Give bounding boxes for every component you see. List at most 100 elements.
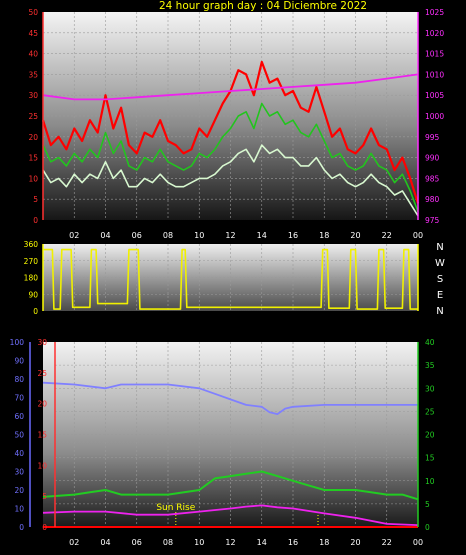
x-tick-label: 10 [194,231,204,240]
direction-tick-label: 90 [28,290,38,299]
temperature-right-tick-label: 30 [425,384,435,393]
temperature-right-tick-label: 15 [425,454,435,463]
pressure-tick-label: 1010 [425,70,444,79]
wind-left-ticks: 0 5 10 15 20 25 30 35 40 45 50 [28,8,38,225]
temperature-left-tick-label: 20 [37,400,47,409]
temperature-panel: 0 10 20 30 40 50 60 70 80 90 100 0 5 10 15 20 25 30 0 5 10… [10,338,435,547]
wind-tick-label: 0 [33,216,38,225]
humidity-ticks: 0 10 20 30 40 50 60 70 80 90 100 [10,338,25,532]
temperature-line [42,470,419,501]
pressure-tick-label: 1005 [425,91,444,100]
x-tick-label: 06 [132,538,142,547]
x-tick-label: 08 [163,231,173,240]
pressure-tick-label: 975 [425,216,440,225]
humidity-tick-label: 100 [10,338,25,347]
pressure-tick-label: 995 [425,133,440,142]
speed-line [42,144,419,217]
direction-tick-label: 360 [24,240,39,249]
temperature-left-tick-label: 30 [37,338,47,347]
humidity-tick-label: 40 [14,449,24,458]
humidity-line [42,381,418,416]
x-tick-label: 00 [413,538,423,547]
temperature-left-tick-label: 10 [37,461,47,470]
humidity-tick-label: 10 [14,505,24,514]
humidity-tick-label: 20 [14,486,24,495]
humidity-tick-label: 50 [14,431,24,440]
wind-tick-label: 50 [28,8,38,17]
wind-tick-label: 25 [28,112,38,121]
sunrise-label: Sun Rise [156,503,195,513]
pressure-tick-label: 985 [425,174,440,183]
x-tick-label: 20 [350,231,360,240]
x-tick-label: 02 [69,538,79,547]
wind-tick-label: 45 [28,29,38,38]
humidity-tick-label: 30 [14,468,24,477]
temperature-right-tick-label: 35 [425,361,435,370]
x-tick-label: 12 [225,231,235,240]
compass-label: N [436,306,443,317]
direction-tick-label: 0 [33,307,38,316]
temperature-right-tick-label: 5 [425,500,430,509]
pressure-tick-label: 1020 [425,29,444,38]
direction-series [43,248,418,310]
temperature-right-tick-label: 20 [425,431,435,440]
x-tick-label: 04 [100,538,110,547]
wind-x-ticks: 02 04 06 08 10 12 14 16 18 20 22 00 [69,231,423,240]
wind-right-ticks: 975 980 985 990 995 1000 1005 1010 1015 1020 1025 [425,8,444,225]
wind-tick-label: 20 [28,133,38,142]
x-tick-label: 08 [163,538,173,547]
humidity-tick-label: 90 [14,357,24,366]
compass-label: E [437,290,443,301]
temperature-right-tick-label: 25 [425,407,435,416]
direction-tick-label: 180 [24,274,39,283]
temperature-right-tick-label: 10 [425,477,435,486]
x-tick-label: 14 [257,538,267,547]
temperature-right-tick-label: 40 [425,338,435,347]
temperature-left-tick-label: 15 [37,431,47,440]
x-tick-label: 02 [69,231,79,240]
x-tick-label: 00 [413,231,423,240]
dew-point-line [42,504,419,526]
wind-grid [43,12,419,220]
x-tick-label: 14 [257,231,267,240]
x-tick-label: 12 [225,538,235,547]
x-tick-label: 18 [319,231,329,240]
compass-label: N [436,242,443,253]
temperature-right-ticks: 0 5 10 15 20 25 30 35 40 [425,338,435,532]
pressure-tick-label: 980 [425,195,440,204]
humidity-tick-label: 60 [14,412,24,421]
temperature-left-tick-label: 0 [42,523,47,532]
temperature-x-ticks: 02 04 06 08 10 12 14 16 18 20 22 00 [69,538,423,547]
wind-tick-label: 5 [33,195,38,204]
humidity-tick-label: 80 [14,375,24,384]
wind-tick-label: 15 [28,154,38,163]
x-tick-label: 04 [100,231,110,240]
x-tick-label: 16 [288,231,298,240]
direction-line [43,248,418,310]
sun-markers [175,512,319,527]
direction-tick-label: 270 [24,257,39,266]
wind-tick-label: 10 [28,174,38,183]
humidity-tick-label: 70 [14,394,24,403]
average-wind-line [42,102,419,212]
pressure-tick-label: 990 [425,154,440,163]
temperature-series [42,381,419,528]
x-tick-label: 22 [382,538,392,547]
compass-label: S [437,274,443,285]
wind-tick-label: 35 [28,70,38,79]
x-tick-label: 10 [194,538,204,547]
temperature-left-tick-label: 5 [42,492,47,501]
temperature-left-tick-label: 25 [37,369,47,378]
pressure-tick-label: 1025 [425,8,444,17]
x-tick-label: 16 [288,538,298,547]
x-tick-label: 20 [350,538,360,547]
wind-series [41,60,420,217]
direction-left-ticks: 0 90 180 270 360 [24,240,39,316]
temperature-right-tick-label: 0 [425,523,430,532]
x-tick-label: 22 [382,231,392,240]
chart-title: 24 hour graph day : 04 Diciembre 2022 [159,0,367,12]
x-tick-label: 18 [319,538,329,547]
